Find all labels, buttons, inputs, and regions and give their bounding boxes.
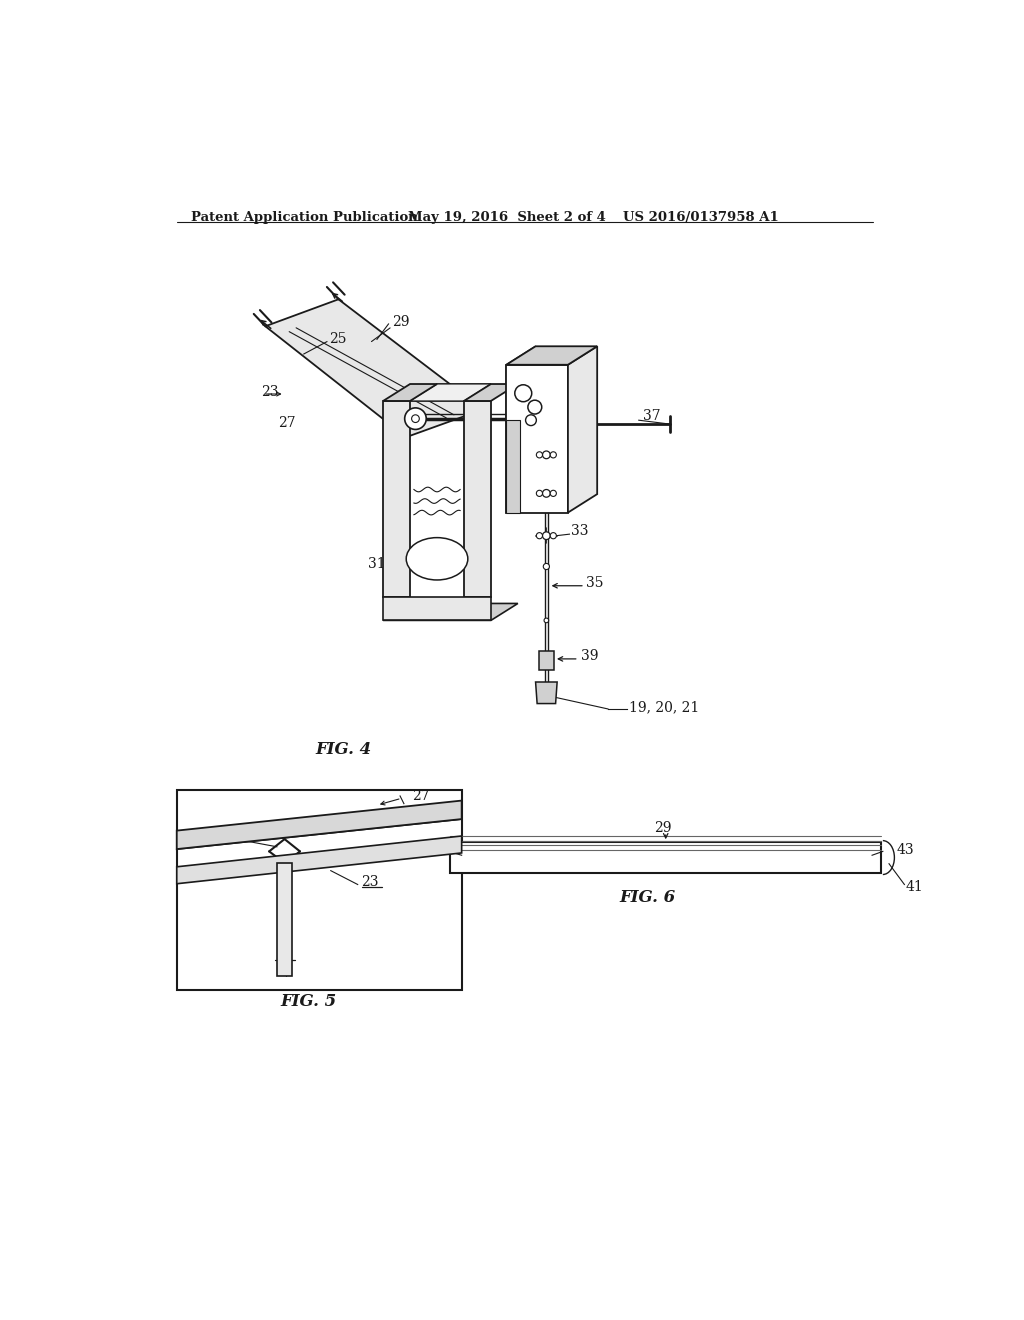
Polygon shape <box>383 603 518 620</box>
Polygon shape <box>506 364 568 512</box>
Text: 33: 33 <box>571 524 589 539</box>
Circle shape <box>550 451 556 458</box>
Polygon shape <box>383 384 437 401</box>
Text: 33: 33 <box>571 447 589 461</box>
Text: 43: 43 <box>897 843 914 857</box>
Polygon shape <box>265 300 483 437</box>
Text: Patent Application Publication: Patent Application Publication <box>190 211 418 224</box>
Circle shape <box>550 532 556 539</box>
Polygon shape <box>383 401 410 598</box>
Polygon shape <box>464 401 490 598</box>
Polygon shape <box>464 384 518 401</box>
Polygon shape <box>177 836 462 884</box>
Circle shape <box>412 414 419 422</box>
Text: 25: 25 <box>330 331 347 346</box>
Text: FIG. 4: FIG. 4 <box>315 742 372 758</box>
Circle shape <box>544 618 549 623</box>
Text: May 19, 2016  Sheet 2 of 4: May 19, 2016 Sheet 2 of 4 <box>408 211 605 224</box>
Text: 41: 41 <box>906 880 924 894</box>
Text: 19, 20, 21: 19, 20, 21 <box>629 701 699 714</box>
Text: 27: 27 <box>279 416 296 429</box>
Text: US 2016/0137958 A1: US 2016/0137958 A1 <box>624 211 779 224</box>
Circle shape <box>525 414 537 425</box>
Polygon shape <box>410 384 490 401</box>
Polygon shape <box>506 346 597 364</box>
Text: 29: 29 <box>654 821 672 836</box>
Text: 37: 37 <box>643 409 660 424</box>
Text: 31: 31 <box>368 557 385 572</box>
Text: 29: 29 <box>275 948 293 962</box>
Polygon shape <box>410 384 490 401</box>
Circle shape <box>515 384 531 401</box>
Text: FIG. 6: FIG. 6 <box>620 890 676 906</box>
Circle shape <box>543 490 550 498</box>
Circle shape <box>528 400 542 414</box>
Text: 29: 29 <box>392 314 410 329</box>
Polygon shape <box>383 598 490 620</box>
Text: 39: 39 <box>581 649 598 663</box>
Circle shape <box>404 408 426 429</box>
Polygon shape <box>177 789 462 990</box>
Polygon shape <box>568 346 597 512</box>
Circle shape <box>537 490 543 496</box>
Text: FIG. 5: FIG. 5 <box>281 993 337 1010</box>
Polygon shape <box>506 346 536 512</box>
Text: 33: 33 <box>571 484 589 498</box>
Text: 27: 27 <box>412 789 429 803</box>
Polygon shape <box>276 863 292 977</box>
Text: 23: 23 <box>261 384 279 399</box>
Polygon shape <box>539 651 554 671</box>
Polygon shape <box>177 800 462 849</box>
Polygon shape <box>451 842 882 873</box>
Text: 23: 23 <box>361 875 379 890</box>
Circle shape <box>543 532 550 540</box>
Circle shape <box>550 490 556 496</box>
Circle shape <box>537 451 543 458</box>
Circle shape <box>543 451 550 459</box>
Ellipse shape <box>407 537 468 579</box>
Polygon shape <box>506 420 520 512</box>
Polygon shape <box>536 682 557 704</box>
Text: 25: 25 <box>208 828 225 841</box>
Circle shape <box>537 532 543 539</box>
Circle shape <box>544 564 550 570</box>
Text: 35: 35 <box>587 576 604 590</box>
Text: 43: 43 <box>425 843 443 857</box>
